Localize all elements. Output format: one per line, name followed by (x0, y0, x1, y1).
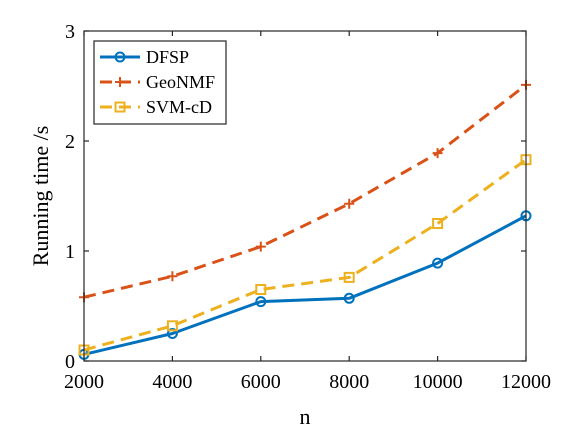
data-point-2-2 (255, 284, 267, 295)
y-tick-label-2: 2 (65, 131, 75, 153)
data-point-0-2 (255, 296, 267, 308)
series-line-2 (83, 158, 527, 352)
legend-item-0: DFSP (100, 47, 189, 67)
y-tick-label-3: 3 (65, 21, 75, 43)
x-tick-label-2: 6000 (241, 371, 281, 393)
data-point-1-1 (167, 271, 178, 282)
legend-label-1: GeoNMF (146, 72, 215, 92)
data-point-0-1 (166, 328, 178, 339)
y-axis-label: Running time /s (28, 126, 53, 267)
legend-label-0: DFSP (146, 47, 189, 67)
series-line-1 (83, 83, 527, 299)
y-tick-label-1: 1 (65, 241, 75, 263)
y-tick-label-0: 0 (65, 351, 75, 373)
legend: DFSP GeoNMF SVM-cD (93, 40, 227, 125)
data-point-1-2 (255, 241, 266, 252)
plot-frame (83, 30, 527, 362)
legend-label-2: SVM-cD (146, 97, 212, 117)
tick-layer: 2000 4000 6000 8000 10000 12000 0 1 2 3 (64, 21, 551, 393)
x-tick-label-0: 2000 (64, 371, 104, 393)
legend-marker-1 (115, 77, 125, 87)
legend-marker-0 (114, 51, 126, 63)
x-tick-label-4: 10000 (413, 371, 463, 393)
legend-item-2: SVM-cD (100, 97, 212, 117)
x-axis-label: n (300, 404, 311, 429)
x-tick-label-3: 8000 (329, 371, 369, 393)
x-tick-label-1: 4000 (152, 371, 192, 393)
x-tick-label-5: 12000 (501, 371, 551, 393)
series-line-0 (83, 214, 527, 356)
data-point-0-3 (343, 292, 355, 304)
legend-marker-2 (114, 101, 126, 113)
data-point-1-4 (432, 148, 443, 159)
data-point-2-4 (432, 218, 444, 229)
data-point-0-4 (432, 257, 444, 269)
legend-item-1: GeoNMF (100, 72, 215, 92)
data-point-1-3 (344, 198, 355, 209)
data-point-2-3 (343, 271, 355, 283)
data-point-2-1 (166, 320, 178, 332)
